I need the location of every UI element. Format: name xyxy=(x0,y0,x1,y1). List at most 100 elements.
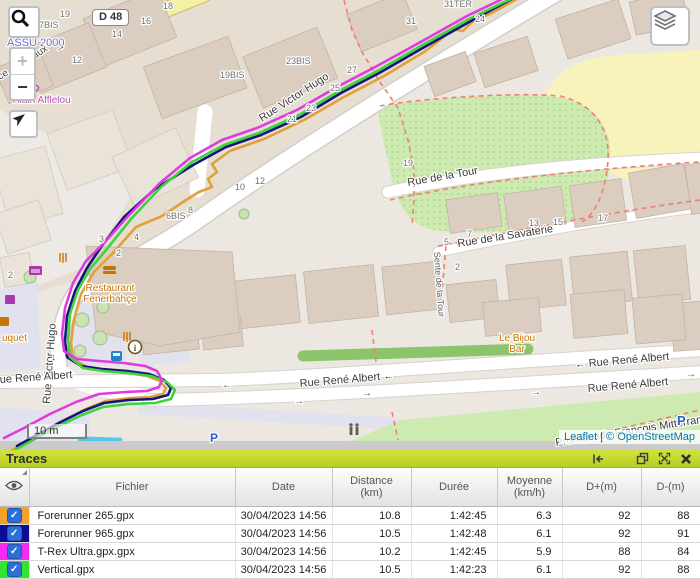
trace-color-swatch: ✓ xyxy=(0,524,30,543)
table-row[interactable]: ✓ Forerunner 265.gpx 30/04/2023 14:56 10.8 1… xyxy=(0,506,700,525)
trace-color-swatch: ✓ xyxy=(0,560,30,579)
cell-file: T-Rex Ultra.gpx.gpx xyxy=(29,542,236,561)
map[interactable]: i xyxy=(0,0,700,450)
cell-distance: 10.8 xyxy=(332,506,412,525)
map-label: uquet xyxy=(2,333,27,344)
trace-path-forerunner-265[interactable] xyxy=(10,0,522,450)
zoom-out-button[interactable]: − xyxy=(17,76,28,97)
map-label: 23BIS xyxy=(286,56,311,66)
map-label: 14 xyxy=(112,29,122,39)
map-label: P xyxy=(210,431,218,445)
column-header-distance[interactable]: Distance (km) xyxy=(332,468,412,507)
visibility-column-header[interactable] xyxy=(0,468,30,507)
eye-icon xyxy=(5,480,24,491)
trace-path-forerunner-965[interactable] xyxy=(15,0,521,448)
cell-file: Forerunner 265.gpx xyxy=(29,506,236,525)
map-label: 8 xyxy=(188,205,193,215)
trace-path-trex-ultra[interactable] xyxy=(2,0,517,440)
library-icon-lines xyxy=(31,269,40,273)
road-badge: D 48 xyxy=(92,9,130,26)
bus-window xyxy=(113,353,120,356)
table-row[interactable]: ✓ T-Rex Ultra.gpx.gpx 30/04/2023 14:56 10.2… xyxy=(0,542,700,561)
layers-button[interactable] xyxy=(650,6,690,46)
map-label: 23 xyxy=(306,103,316,113)
cell-distance: 10.5 xyxy=(332,560,412,579)
traces-panel-header: Traces xyxy=(0,450,700,468)
map-label: ↓ xyxy=(51,352,56,363)
restaurant-icon xyxy=(123,332,131,342)
column-header-dminus[interactable]: D-(m) xyxy=(641,468,700,507)
trace-visibility-checkbox[interactable]: ✓ xyxy=(6,544,22,559)
column-header-dplus[interactable]: D+(m) xyxy=(562,468,642,507)
map-label: 12 xyxy=(255,176,265,186)
map-label: 7 xyxy=(467,229,472,239)
traces-panel: Traces xyxy=(0,450,700,579)
map-label: ← xyxy=(222,380,232,391)
map-label: 19 xyxy=(60,9,70,19)
column-header-duree[interactable]: Durée xyxy=(411,468,498,507)
cell-dminus: 84 xyxy=(641,542,700,561)
map-label: Bar xyxy=(509,344,525,355)
map-label: 31 xyxy=(406,16,416,26)
map-label: 2 xyxy=(116,248,121,258)
layers-icon xyxy=(653,10,677,30)
leaflet-link[interactable]: Leaflet xyxy=(564,431,598,443)
light-buildings xyxy=(0,109,200,288)
map-label: 2 xyxy=(8,270,13,280)
table-row[interactable]: ✓ Forerunner 965.gpx 30/04/2023 14:56 10.5 1… xyxy=(0,524,700,543)
collapse-left-icon[interactable] xyxy=(592,453,605,465)
cell-dplus: 92 xyxy=(562,560,642,579)
restaurant-icon xyxy=(59,253,67,263)
column-header-fichier[interactable]: Fichier xyxy=(29,468,236,507)
pedestrian-areas xyxy=(0,278,400,450)
cell-date: 30/04/2023 14:56 xyxy=(235,560,333,579)
popout-icon[interactable] xyxy=(636,452,649,465)
map-label: 27 xyxy=(347,65,357,75)
cell-date: 30/04/2023 14:56 xyxy=(235,524,333,543)
gpx-traces xyxy=(2,0,522,450)
map-label: 24 xyxy=(475,14,485,24)
cell-duration: 1:42:48 xyxy=(411,524,498,543)
map-canvas: i xyxy=(0,0,700,450)
cell-avg: 6.3 xyxy=(497,506,563,525)
map-label: 19 xyxy=(403,158,413,168)
toilets-icon xyxy=(349,423,359,435)
close-icon[interactable] xyxy=(680,453,692,465)
column-header-date[interactable]: Date xyxy=(235,468,333,507)
cell-dplus: 92 xyxy=(562,524,642,543)
fast-food-icon xyxy=(103,266,116,274)
panel-title: Traces xyxy=(6,451,48,466)
zoom-in-button[interactable]: + xyxy=(11,49,34,75)
map-label: 21 xyxy=(287,114,297,124)
fullscreen-icon[interactable] xyxy=(658,452,671,465)
column-header-moyenne[interactable]: Moyenne (km/h) xyxy=(497,468,563,507)
cell-date: 30/04/2023 14:56 xyxy=(235,506,333,525)
locate-arrow-icon xyxy=(12,114,25,127)
map-label: Le Bijou xyxy=(499,333,535,344)
zoom-control: + − xyxy=(9,47,36,101)
trace-visibility-checkbox[interactable]: ✓ xyxy=(6,562,22,577)
table-row[interactable]: ✓ Vertical.gpx 30/04/2023 14:56 10.5 1:42:23… xyxy=(0,560,700,579)
map-label: 3 xyxy=(99,234,104,244)
trace-visibility-checkbox[interactable]: ✓ xyxy=(6,508,22,523)
cell-date: 30/04/2023 14:56 xyxy=(235,542,333,561)
cell-dplus: 88 xyxy=(562,542,642,561)
cell-dminus: 88 xyxy=(641,560,700,579)
trace-path-vertical[interactable] xyxy=(13,0,519,450)
map-label: 6BIS xyxy=(166,211,186,221)
map-label: → xyxy=(686,369,696,380)
cell-file: Vertical.gpx xyxy=(29,560,236,579)
cell-dminus: 88 xyxy=(641,506,700,525)
locate-button[interactable] xyxy=(9,110,38,138)
sort-indicator xyxy=(21,470,27,475)
map-label: P xyxy=(677,413,686,428)
median-strip xyxy=(297,343,534,362)
map-label: ASSU 2000 xyxy=(7,37,64,49)
osm-link[interactable]: © OpenStreetMap xyxy=(606,431,695,443)
traces-table: Fichier Date Distance (km) Durée Moyenne… xyxy=(0,468,700,579)
map-label: 18 xyxy=(163,1,173,11)
map-label: 16 xyxy=(141,16,151,26)
search-button[interactable] xyxy=(8,6,40,38)
trace-visibility-checkbox[interactable]: ✓ xyxy=(6,526,22,541)
